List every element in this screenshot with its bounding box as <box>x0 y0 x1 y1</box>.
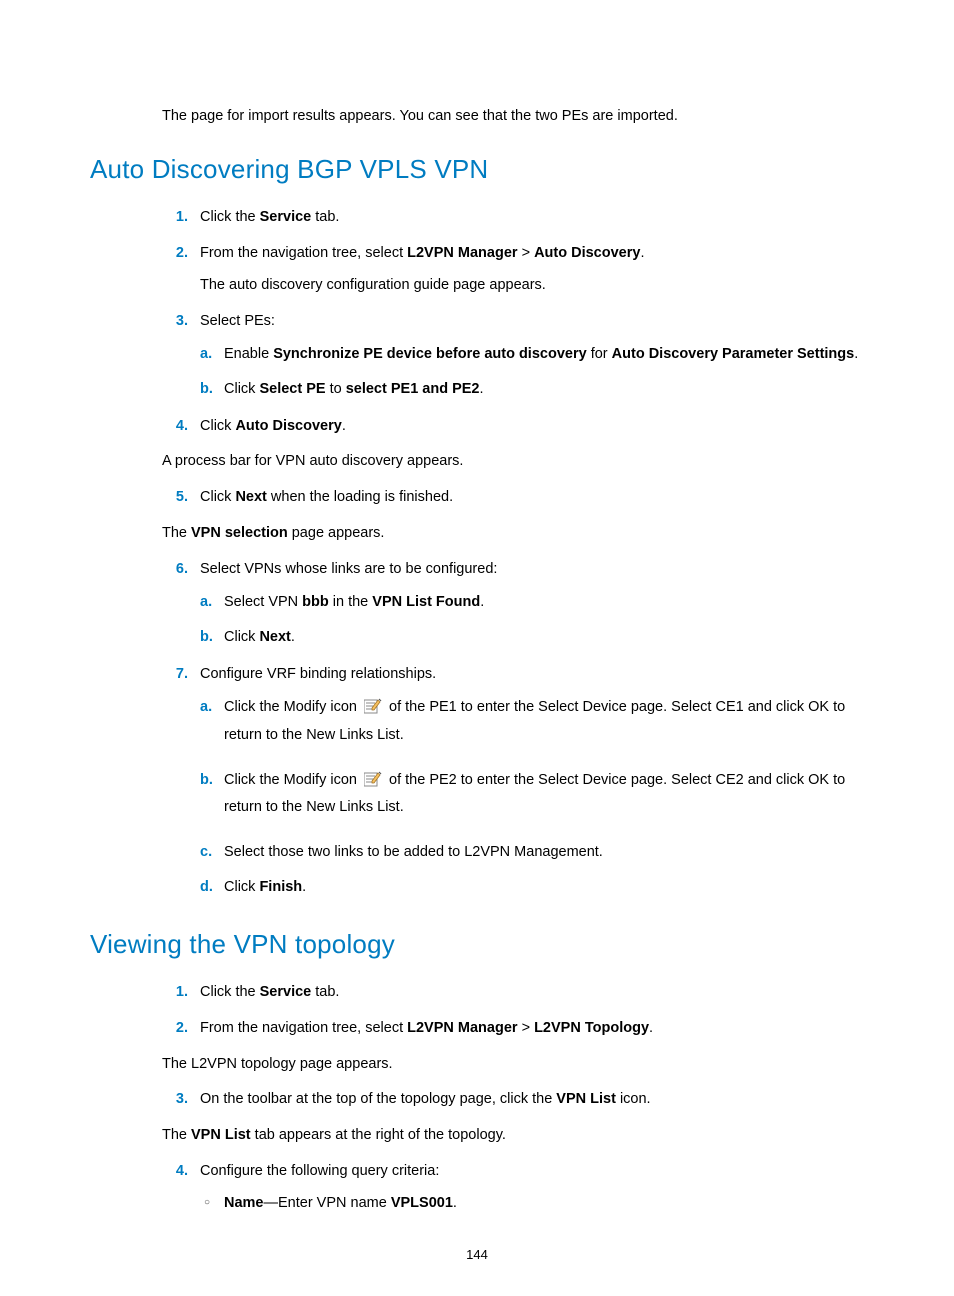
steps-list-section2: 1. Click the Service tab. 2. From the na… <box>162 982 864 1040</box>
substep-a: a. Enable Synchronize PE device before a… <box>200 342 864 367</box>
steps-list-section1-cont: 5. Click Next when the loading is finish… <box>162 487 864 509</box>
paragraph-after-step3: The VPN List tab appears at the right of… <box>162 1125 864 1147</box>
substep-marker: a. <box>200 590 212 615</box>
criteria-item: ○ Name—Enter VPN name VPLS001. <box>200 1193 864 1215</box>
substep-marker: b. <box>200 768 213 793</box>
step-6: 6. Select VPNs whose links are to be con… <box>162 559 864 650</box>
step-5: 5. Click Next when the loading is finish… <box>162 487 864 509</box>
step-marker: 3. <box>162 311 188 333</box>
step-3: 3. Select PEs: a. Enable Synchronize PE … <box>162 311 864 402</box>
document-page: The page for import results appears. You… <box>0 0 954 1296</box>
criteria-text: Name—Enter VPN name VPLS001. <box>224 1195 457 1211</box>
section-heading-viewing-topology: Viewing the VPN topology <box>90 929 864 960</box>
substep-marker: a. <box>200 342 212 367</box>
step-text: Click the Service tab. <box>200 209 339 225</box>
bullet-marker: ○ <box>204 1195 210 1210</box>
substeps-list: a. Enable Synchronize PE device before a… <box>200 342 864 401</box>
modify-icon <box>364 698 382 723</box>
step-text: Configure the following query criteria: <box>200 1163 439 1179</box>
substep-c: c. Select those two links to be added to… <box>200 840 864 865</box>
substep-text: Click Select PE to select PE1 and PE2. <box>224 381 484 397</box>
page-number: 144 <box>0 1247 954 1262</box>
step-4: 4. Click Auto Discovery. <box>162 416 864 438</box>
steps-list-section2-cont2: 4. Configure the following query criteri… <box>162 1161 864 1215</box>
steps-list-section2-cont: 3. On the toolbar at the top of the topo… <box>162 1089 864 1111</box>
step-text: Select PEs: <box>200 313 275 329</box>
substep-text: Select those two links to be added to L2… <box>224 844 603 860</box>
step-marker: 4. <box>162 416 188 438</box>
substep-text: Click Next. <box>224 629 295 645</box>
substep-b: b. Click the Modify icon of the PE2 to e… <box>200 768 864 820</box>
step-2: 2. From the navigation tree, select L2VP… <box>162 243 864 297</box>
steps-list-section1: 1. Click the Service tab. 2. From the na… <box>162 207 864 437</box>
step-3: 3. On the toolbar at the top of the topo… <box>162 1089 864 1111</box>
step-marker: 7. <box>162 664 188 686</box>
substep-marker: b. <box>200 377 213 402</box>
step-marker: 2. <box>162 243 188 265</box>
step-marker: 6. <box>162 559 188 581</box>
substep-text: Click Finish. <box>224 879 306 895</box>
section-heading-auto-discovering: Auto Discovering BGP VPLS VPN <box>90 154 864 185</box>
step-text: Click Next when the loading is finished. <box>200 489 453 505</box>
intro-paragraph: The page for import results appears. You… <box>162 106 864 126</box>
substep-marker: d. <box>200 875 213 900</box>
substep-text: Click the Modify icon of the PE1 to ente… <box>224 699 845 743</box>
step-text: From the navigation tree, select L2VPN M… <box>200 1020 653 1036</box>
substep-b: b. Click Select PE to select PE1 and PE2… <box>200 377 864 402</box>
step-marker: 1. <box>162 982 188 1004</box>
substeps-list: a. Click the Modify icon of the PE1 to e… <box>200 695 864 899</box>
step-text: From the navigation tree, select L2VPN M… <box>200 245 644 261</box>
step-marker: 4. <box>162 1161 188 1183</box>
steps-list-section1-cont2: 6. Select VPNs whose links are to be con… <box>162 559 864 900</box>
step-marker: 3. <box>162 1089 188 1111</box>
step-marker: 5. <box>162 487 188 509</box>
substep-text: Select VPN bbb in the VPN List Found. <box>224 594 484 610</box>
step-text: Configure VRF binding relationships. <box>200 666 436 682</box>
substep-text: Click the Modify icon of the PE2 to ente… <box>224 772 845 816</box>
substeps-list: a. Select VPN bbb in the VPN List Found.… <box>200 590 864 649</box>
step-2: 2. From the navigation tree, select L2VP… <box>162 1018 864 1040</box>
criteria-list: ○ Name—Enter VPN name VPLS001. <box>200 1193 864 1215</box>
step-1: 1. Click the Service tab. <box>162 207 864 229</box>
step-7: 7. Configure VRF binding relationships. … <box>162 664 864 900</box>
step-marker: 1. <box>162 207 188 229</box>
paragraph-after-step5: The VPN selection page appears. <box>162 523 864 545</box>
step-4: 4. Configure the following query criteri… <box>162 1161 864 1215</box>
step-note: The auto discovery configuration guide p… <box>200 275 864 297</box>
step-1: 1. Click the Service tab. <box>162 982 864 1004</box>
modify-icon <box>364 771 382 796</box>
substep-d: d. Click Finish. <box>200 875 864 900</box>
step-text: Click the Service tab. <box>200 984 339 1000</box>
step-text: On the toolbar at the top of the topolog… <box>200 1091 651 1107</box>
substep-marker: a. <box>200 695 212 720</box>
step-text: Click Auto Discovery. <box>200 418 346 434</box>
paragraph-after-step4: A process bar for VPN auto discovery app… <box>162 451 864 473</box>
step-marker: 2. <box>162 1018 188 1040</box>
substep-a: a. Click the Modify icon of the PE1 to e… <box>200 695 864 747</box>
substep-text: Enable Synchronize PE device before auto… <box>224 346 858 362</box>
substep-b: b. Click Next. <box>200 625 864 650</box>
substep-marker: b. <box>200 625 213 650</box>
step-text: Select VPNs whose links are to be config… <box>200 561 497 577</box>
substep-marker: c. <box>200 840 212 865</box>
substep-a: a. Select VPN bbb in the VPN List Found. <box>200 590 864 615</box>
paragraph-after-step2: The L2VPN topology page appears. <box>162 1054 864 1076</box>
